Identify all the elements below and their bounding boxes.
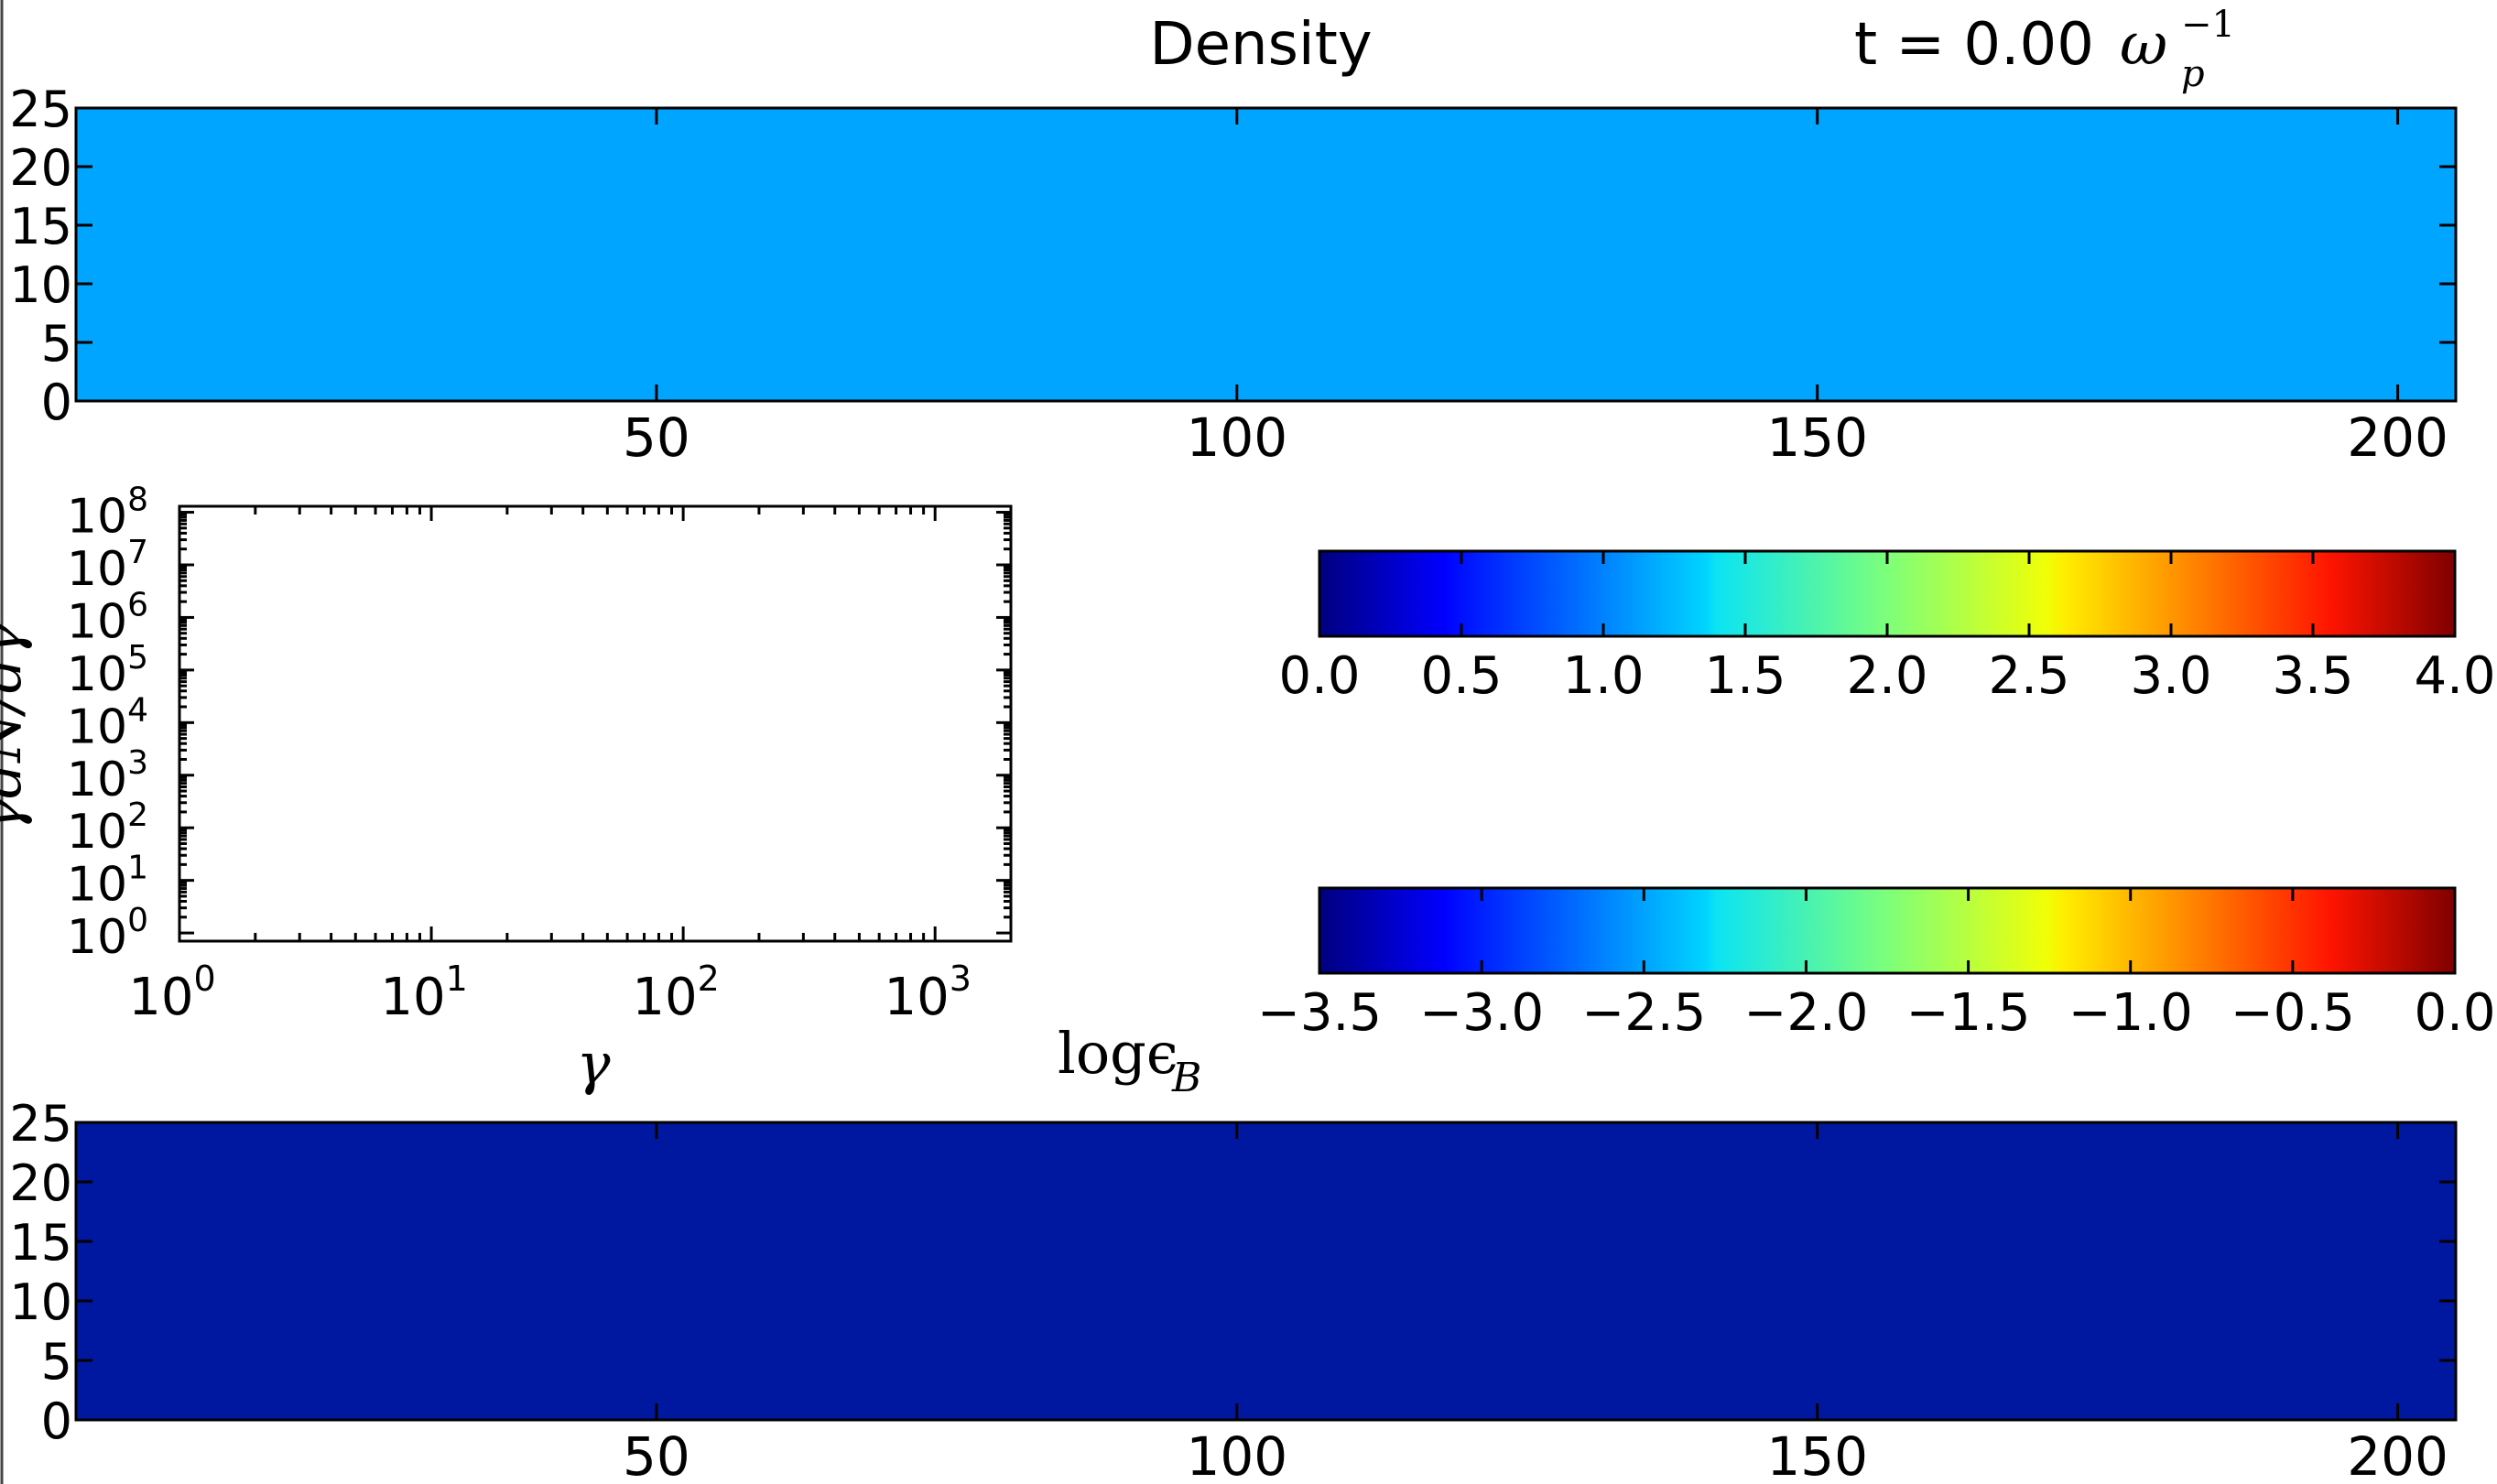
colorbar-tick-label: −0.5: [2231, 983, 2355, 1043]
x-tick-label: 100: [1186, 406, 1287, 469]
y-tick-label: 20: [9, 1154, 72, 1212]
colorbar-tick-label: 4.0: [2414, 646, 2495, 706]
y-tick-label: 10: [9, 256, 72, 314]
colorbar-tick-label: 0.0: [2414, 983, 2495, 1043]
colorbar-tick-label: 0.0: [1278, 646, 1360, 706]
field-colorbar-ticks: −3.5 −3.0 −2.5 −2.0 −1.5 −1.0 −0.5 0.0: [1257, 888, 2496, 1043]
spectrum-ylabel: γdN/dγ: [0, 623, 34, 833]
field-colorbar-label-main: logϵ: [1058, 1020, 1178, 1087]
field-colorbar: −3.5 −3.0 −2.5 −2.0 −1.5 −1.0 −0.5 0.0 logϵ B: [1058, 886, 2496, 1101]
time-prefix: t = 0.00: [1854, 11, 2094, 79]
x-tick-label: 200: [2347, 406, 2448, 469]
time-unit: ω: [2120, 11, 2167, 79]
colorbar-tick-label: −1.5: [1906, 983, 2031, 1043]
density-colorbar-ticks: 0.0 0.5 1.0 1.5 2.0 2.5 3.0 3.5 4.0: [1278, 551, 2496, 706]
x-tick-label: 101: [380, 959, 467, 1027]
figure-title: Density: [1149, 11, 1372, 79]
y-tick-label: 20: [9, 139, 72, 197]
x-tick-label: 150: [1766, 1425, 1868, 1484]
y-tick-label: 5: [41, 315, 72, 373]
y-tick-label: 0: [41, 1392, 72, 1450]
y-tick-label: 10: [9, 1273, 72, 1331]
x-tick-label: 200: [2347, 1425, 2448, 1484]
y-tick-label: 15: [9, 198, 72, 255]
x-tick-label: 150: [1766, 406, 1868, 469]
spectrum-xlabel: γ: [576, 1030, 611, 1097]
colorbar-tick-label: −2.5: [1581, 983, 1706, 1043]
x-tick-label: 102: [632, 959, 719, 1027]
density-field: [74, 106, 2458, 403]
time-unit-sup: −1: [2181, 4, 2235, 46]
y-tick-label: 25: [9, 1095, 72, 1153]
colorbar-tick-label: 0.5: [1420, 646, 1502, 706]
x-tick-label: 103: [884, 959, 971, 1027]
spectrum-panel: 100 101 102 103100101102103104105106107108 …: [0, 482, 1013, 1097]
field-colorbar-label: logϵ B: [1058, 1020, 1201, 1101]
field-colorbar-label-sub: B: [1171, 1055, 1201, 1101]
colorbar-tick-label: 3.0: [2130, 646, 2211, 706]
colorbar-tick-label: −3.5: [1257, 983, 1382, 1043]
y-tick-label: 5: [41, 1333, 72, 1391]
y-tick-label: 15: [9, 1214, 72, 1272]
field-colorbar-bar: [1318, 886, 2457, 975]
colorbar-tick-label: −3.0: [1419, 983, 1544, 1043]
x-tick-label: 100: [1186, 1425, 1287, 1484]
time-label: t = 0.00 ω p −1: [1854, 4, 2235, 95]
spectrum-axes: [178, 504, 1013, 943]
colorbar-tick-label: −1.0: [2068, 983, 2193, 1043]
y-tick-label: 0: [41, 374, 72, 431]
y-tick-label: 107: [67, 534, 148, 597]
x-tick-label: 100: [128, 959, 215, 1027]
colorbar-tick-label: 3.5: [2272, 646, 2353, 706]
colorbar-tick-label: 2.0: [1846, 646, 1927, 706]
y-tick-label: 25: [9, 81, 72, 138]
x-tick-label: 50: [623, 1425, 690, 1484]
x-tick-label: 50: [623, 406, 690, 469]
density-colorbar-bar: [1318, 549, 2457, 638]
colorbar-tick-label: −2.0: [1743, 983, 1868, 1043]
y-tick-label: 108: [67, 482, 148, 545]
colorbar-tick-label: 1.0: [1562, 646, 1644, 706]
density-colorbar: 0.0 0.5 1.0 1.5 2.0 2.5 3.0 3.5 4.0: [1278, 549, 2496, 706]
field-map: [74, 1121, 2458, 1422]
colorbar-tick-label: 1.5: [1704, 646, 1786, 706]
colorbar-tick-label: 2.5: [1988, 646, 2069, 706]
time-unit-sub: p: [2181, 53, 2205, 95]
